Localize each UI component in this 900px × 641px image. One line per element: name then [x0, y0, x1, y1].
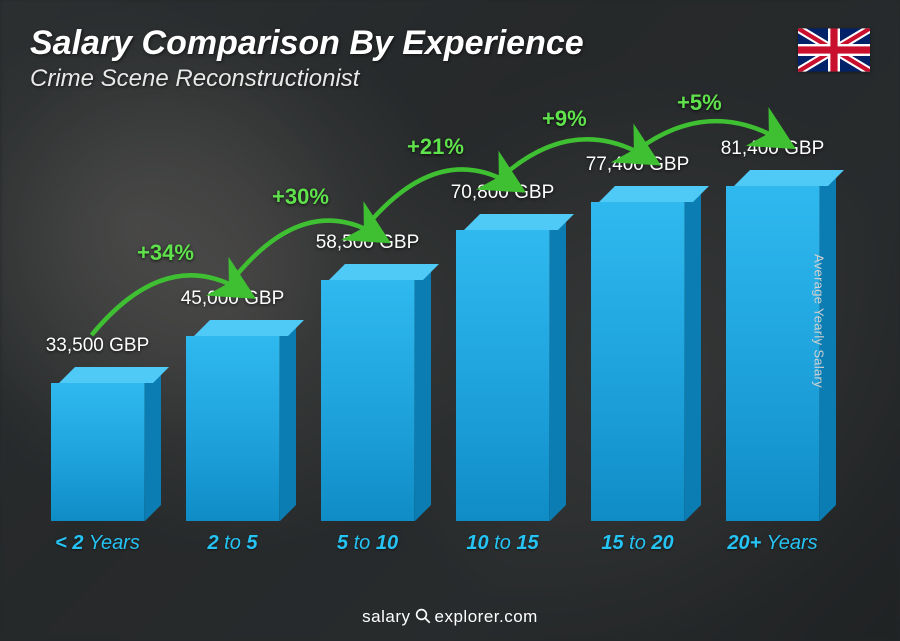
chart-title: Salary Comparison By Experience — [30, 24, 800, 63]
category-label: 2 to 5 — [207, 532, 257, 555]
bar-front — [186, 336, 280, 521]
header: Salary Comparison By Experience Crime Sc… — [30, 24, 800, 93]
bar — [51, 383, 145, 521]
bar — [456, 230, 550, 521]
pct-label: +9% — [542, 106, 587, 132]
pct-label: +34% — [137, 240, 194, 266]
bar-wrap: 70,800 GBP 10 to 15 — [448, 120, 558, 561]
bar-front — [321, 280, 415, 521]
uk-flag-icon — [798, 28, 870, 72]
bar-wrap: 77,400 GBP 15 to 20 — [583, 120, 693, 561]
category-label: 15 to 20 — [601, 532, 673, 555]
footer-text-post: explorer.com — [435, 607, 538, 626]
bar — [591, 202, 685, 521]
bar-wrap: 33,500 GBP < 2 Years — [43, 120, 153, 561]
value-label: 58,500 GBP — [316, 232, 420, 254]
bar-front — [591, 202, 685, 521]
footer-brand: salary explorer.com — [0, 607, 900, 627]
bar — [726, 186, 820, 521]
bar-top — [464, 214, 574, 230]
bar — [186, 336, 280, 521]
bar-side — [145, 367, 161, 521]
bar-front — [456, 230, 550, 521]
bar-wrap: 58,500 GBP 5 to 10 — [313, 120, 423, 561]
value-label: 70,800 GBP — [451, 182, 555, 204]
bar-top — [734, 170, 844, 186]
bar-side — [550, 214, 566, 521]
pct-label: +30% — [272, 184, 329, 210]
bar-row: 33,500 GBP < 2 Years 45,000 GBP 2 to 5 58,50… — [30, 120, 840, 561]
bar — [321, 280, 415, 521]
magnifier-icon — [414, 607, 432, 625]
value-label: 45,000 GBP — [181, 288, 285, 310]
chart-area: 33,500 GBP < 2 Years 45,000 GBP 2 to 5 58,50… — [30, 120, 840, 561]
bar-wrap: 45,000 GBP 2 to 5 — [178, 120, 288, 561]
bar-top — [59, 367, 169, 383]
bar-side — [415, 264, 431, 521]
bar-top — [194, 320, 304, 336]
category-label: 20+ Years — [727, 532, 817, 555]
bar-side — [685, 186, 701, 521]
pct-label: +21% — [407, 134, 464, 160]
value-label: 81,400 GBP — [721, 138, 825, 160]
value-label: 77,400 GBP — [586, 154, 690, 176]
bar-side — [280, 320, 296, 521]
y-axis-label: Average Yearly Salary — [812, 254, 827, 388]
chart-subtitle: Crime Scene Reconstructionist — [30, 65, 800, 93]
bar-top — [329, 264, 439, 280]
bar-front — [51, 383, 145, 521]
category-label: 10 to 15 — [466, 532, 538, 555]
category-label: < 2 Years — [55, 532, 140, 555]
bar-front — [726, 186, 820, 521]
category-label: 5 to 10 — [337, 532, 398, 555]
footer-text-pre: salary — [362, 607, 410, 626]
bar-top — [599, 186, 709, 202]
pct-label: +5% — [677, 90, 722, 116]
value-label: 33,500 GBP — [46, 335, 150, 357]
